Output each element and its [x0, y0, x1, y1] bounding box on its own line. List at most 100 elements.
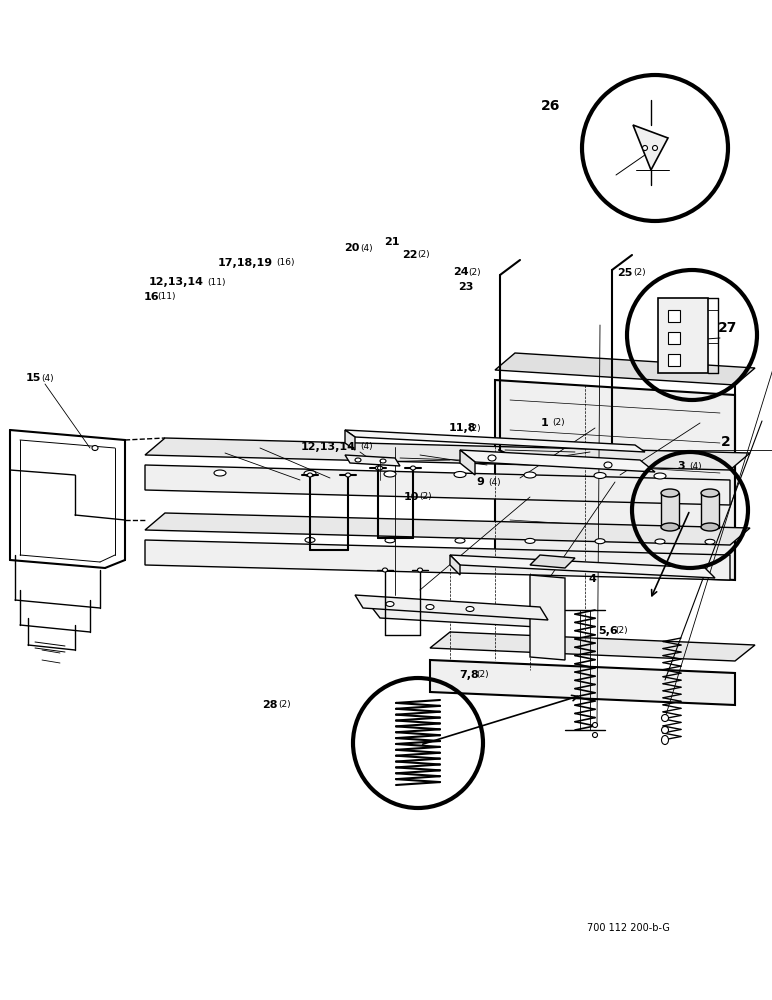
Text: 10: 10: [404, 492, 419, 502]
Polygon shape: [530, 555, 575, 568]
Ellipse shape: [378, 466, 382, 470]
Text: 12,13,14: 12,13,14: [149, 277, 204, 287]
Text: 20: 20: [344, 243, 360, 253]
Polygon shape: [530, 575, 565, 660]
Ellipse shape: [592, 722, 598, 728]
Text: 4: 4: [588, 574, 596, 584]
Text: (4): (4): [689, 462, 702, 471]
Text: (2): (2): [419, 492, 432, 502]
Ellipse shape: [595, 539, 605, 544]
Polygon shape: [495, 353, 755, 385]
Text: 12,13,14: 12,13,14: [301, 442, 356, 452]
Ellipse shape: [592, 732, 598, 738]
Bar: [668, 332, 680, 344]
Ellipse shape: [604, 462, 612, 468]
Text: (11): (11): [208, 277, 226, 286]
Polygon shape: [145, 513, 750, 545]
Text: 24: 24: [453, 267, 469, 277]
Polygon shape: [355, 595, 548, 620]
Text: (2): (2): [278, 700, 290, 710]
Polygon shape: [145, 465, 730, 505]
Ellipse shape: [652, 145, 658, 150]
Text: 2: 2: [721, 435, 731, 449]
Text: 9: 9: [476, 477, 484, 487]
Ellipse shape: [701, 489, 719, 497]
Ellipse shape: [662, 726, 669, 734]
Ellipse shape: [455, 538, 465, 543]
Polygon shape: [495, 380, 735, 580]
Polygon shape: [145, 540, 730, 580]
Ellipse shape: [375, 466, 381, 470]
Ellipse shape: [661, 489, 679, 497]
Bar: [668, 354, 680, 366]
Text: 1: 1: [540, 418, 548, 428]
Text: (4): (4): [360, 243, 372, 252]
Ellipse shape: [304, 471, 316, 477]
Polygon shape: [460, 450, 655, 472]
Text: 28: 28: [262, 700, 278, 710]
Text: 700 112 200-b-G: 700 112 200-b-G: [587, 923, 669, 933]
Bar: [661, 493, 679, 528]
Text: 17,18,19: 17,18,19: [218, 258, 273, 268]
Text: 22: 22: [402, 250, 418, 260]
Polygon shape: [145, 438, 750, 470]
Text: (11): (11): [157, 292, 176, 302]
Ellipse shape: [466, 606, 474, 611]
Ellipse shape: [654, 473, 666, 479]
Ellipse shape: [662, 714, 669, 722]
Text: 27: 27: [718, 321, 737, 335]
Text: (2): (2): [418, 250, 430, 259]
Polygon shape: [370, 605, 555, 628]
Ellipse shape: [655, 539, 665, 544]
Ellipse shape: [454, 472, 466, 478]
Text: 16: 16: [144, 292, 159, 302]
Text: 15: 15: [25, 373, 41, 383]
Polygon shape: [633, 125, 668, 170]
Text: (2): (2): [552, 418, 564, 428]
Ellipse shape: [642, 145, 648, 150]
Text: (2): (2): [469, 424, 481, 432]
Ellipse shape: [305, 538, 315, 542]
Text: (2): (2): [476, 670, 489, 680]
Ellipse shape: [382, 568, 388, 572]
Text: 11,8: 11,8: [449, 423, 476, 433]
Ellipse shape: [488, 455, 496, 461]
Polygon shape: [450, 555, 460, 575]
Ellipse shape: [355, 458, 361, 462]
Text: (2): (2): [615, 626, 628, 636]
Text: (4): (4): [41, 373, 53, 382]
Ellipse shape: [701, 523, 719, 531]
Ellipse shape: [384, 471, 396, 477]
Ellipse shape: [418, 568, 422, 572]
Text: 26: 26: [540, 99, 560, 113]
Ellipse shape: [92, 446, 98, 450]
Polygon shape: [450, 555, 715, 578]
Text: (4): (4): [489, 478, 501, 487]
Text: 5,6: 5,6: [598, 626, 618, 636]
Ellipse shape: [594, 473, 606, 479]
Ellipse shape: [661, 523, 679, 531]
Ellipse shape: [411, 466, 415, 470]
Ellipse shape: [662, 736, 669, 744]
Ellipse shape: [705, 539, 715, 544]
Bar: [701, 493, 719, 528]
Text: 21: 21: [384, 237, 400, 247]
Ellipse shape: [385, 538, 395, 543]
Polygon shape: [345, 430, 355, 450]
Ellipse shape: [525, 538, 535, 543]
Text: 25: 25: [618, 268, 633, 278]
Ellipse shape: [524, 472, 536, 478]
Text: (2): (2): [633, 268, 645, 277]
Polygon shape: [430, 632, 755, 661]
Ellipse shape: [307, 473, 313, 477]
Polygon shape: [460, 450, 475, 475]
Text: (2): (2): [469, 267, 481, 276]
Text: 7,8: 7,8: [459, 670, 479, 680]
Polygon shape: [345, 455, 400, 466]
Text: (16): (16): [276, 258, 295, 267]
Ellipse shape: [214, 470, 226, 476]
Bar: [658, 298, 708, 373]
Text: 23: 23: [459, 282, 474, 292]
Polygon shape: [430, 660, 735, 705]
Ellipse shape: [426, 604, 434, 609]
